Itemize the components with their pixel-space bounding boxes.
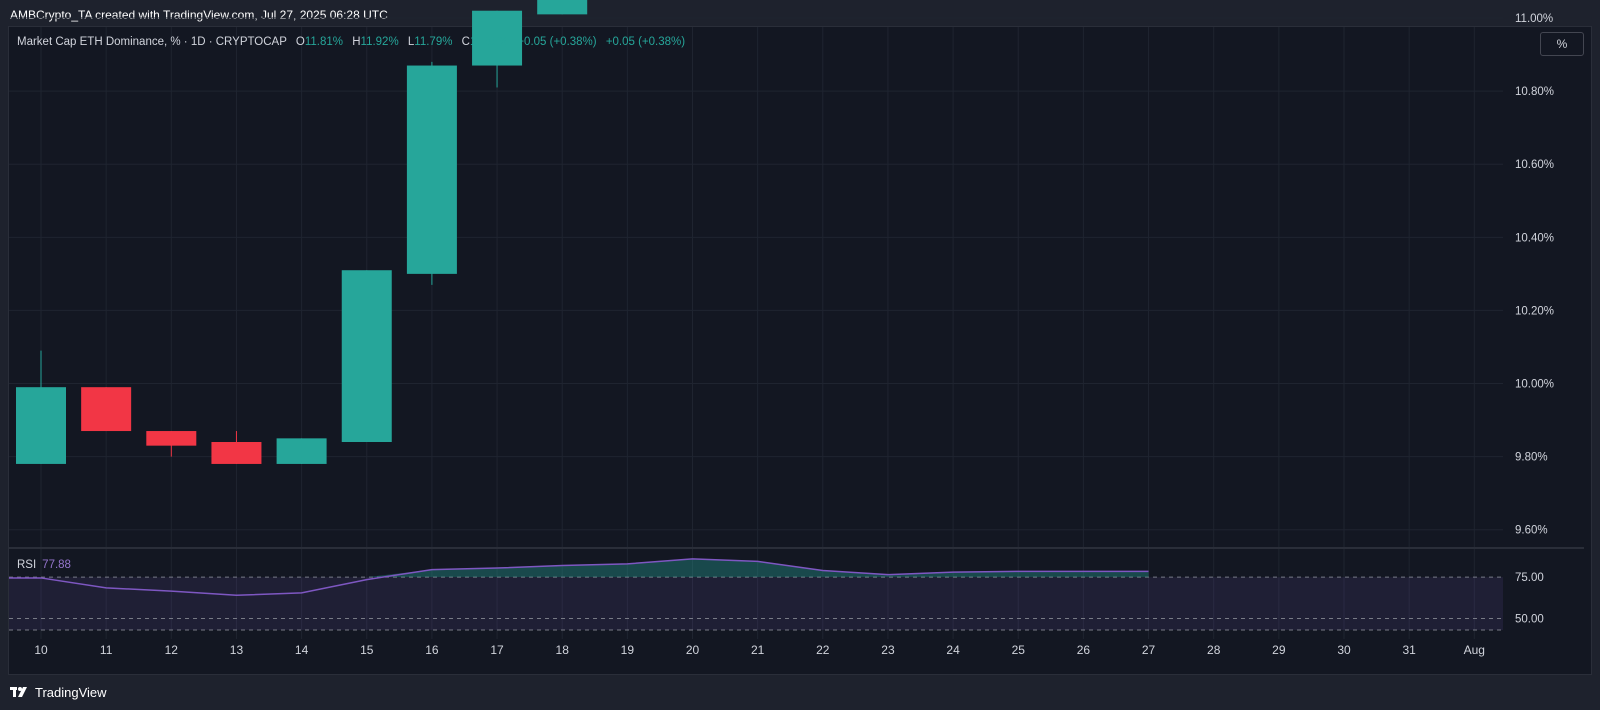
time-tick-label: 20	[686, 643, 700, 657]
rsi-legend: RSI 77.88	[17, 559, 71, 571]
time-tick-label: 14	[295, 643, 309, 657]
time-axis: 10 11 12 13 14 15 16 17 18 19 20 21 22 23 24 25 26 27 28 29…	[34, 643, 1485, 657]
rsi-value: 77.88	[42, 559, 71, 571]
time-tick-label: 22	[816, 643, 830, 657]
time-tick-label: 31	[1402, 643, 1416, 657]
time-tick-label: 15	[360, 643, 374, 657]
candle-body	[472, 10, 523, 66]
brand-name: TradingView	[35, 684, 107, 700]
tradingview-brand[interactable]: TradingView	[10, 682, 107, 702]
time-tick-label: 11	[100, 643, 113, 657]
open-label: O	[295, 36, 305, 48]
symbol-title: Market Cap ETH Dominance, % · 1D · CRYPT…	[17, 36, 287, 48]
time-tick-label: 12	[165, 643, 179, 657]
price-tick-label: 10.40%	[1515, 232, 1554, 244]
candle-body	[406, 65, 457, 274]
price-tick-label: 10.80%	[1515, 86, 1554, 98]
price-tick-label: 9.60%	[1515, 525, 1548, 537]
candles	[16, 0, 588, 464]
time-tick-label: 18	[556, 643, 570, 657]
low-label: L	[407, 36, 415, 48]
time-tick-label: 26	[1077, 643, 1091, 657]
rsi-band	[9, 577, 1503, 630]
change-value: +0.05 (+0.38%)	[517, 36, 597, 48]
candle-body	[146, 431, 197, 446]
time-tick-label: 13	[230, 643, 244, 657]
candle-body	[276, 438, 327, 464]
time-tick-label: 19	[621, 643, 635, 657]
price-tick-label: 10.20%	[1515, 305, 1554, 317]
time-tick-label: 27	[1142, 643, 1156, 657]
tradingview-logo-icon	[10, 687, 27, 697]
candle-body	[537, 0, 588, 15]
price-tick-label: 11.00%	[1515, 13, 1553, 25]
time-tick-label: 10	[34, 643, 48, 657]
high-label: H	[352, 36, 361, 48]
rsi-name: RSI	[17, 559, 37, 571]
rsi-pane: 75.00 50.00	[9, 558, 1544, 631]
time-tick-label: 16	[425, 643, 439, 657]
candle-body	[211, 442, 262, 464]
time-tick-label: 28	[1207, 643, 1221, 657]
time-tick-label: 24	[946, 643, 960, 657]
rsi-tick-label: 75.00	[1515, 572, 1544, 584]
open-value: 11.81%	[304, 36, 344, 48]
low-value: 11.79%	[414, 36, 453, 48]
rsi-line	[9, 558, 1149, 597]
candle-body	[341, 270, 392, 443]
rsi-tick-label: 50.00	[1515, 613, 1544, 625]
time-tick-label: 17	[490, 643, 504, 657]
high-value: 11.92%	[360, 36, 399, 48]
rsi-overbought-fill	[41, 558, 1149, 578]
time-tick-label: 21	[751, 643, 765, 657]
time-tick-label: 29	[1272, 643, 1286, 657]
price-tick-label: 10.00%	[1515, 379, 1554, 391]
time-tick-label: Aug	[1464, 643, 1485, 657]
candle-body	[16, 387, 66, 464]
symbol-legend: Market Cap ETH Dominance, % · 1D · CRYPT…	[17, 36, 685, 48]
change-value-2: +0.05 (+0.38%)	[605, 36, 686, 48]
price-tick-label: 9.80%	[1515, 452, 1548, 464]
time-tick-label: 25	[1012, 643, 1026, 657]
price-tick-label: 10.60%	[1515, 159, 1554, 171]
close-label: C	[461, 36, 470, 48]
time-tick-label: 30	[1337, 643, 1351, 657]
percent-scale-button[interactable]: %	[1540, 32, 1584, 56]
close-value: 11.85%	[469, 36, 509, 48]
time-tick-label: 23	[881, 643, 895, 657]
candle-body	[81, 387, 132, 432]
grid	[9, 17, 1584, 639]
price-axis: 12.20%12.00%11.80%11.60%11.40%11.20%11.0…	[1515, 13, 1554, 537]
